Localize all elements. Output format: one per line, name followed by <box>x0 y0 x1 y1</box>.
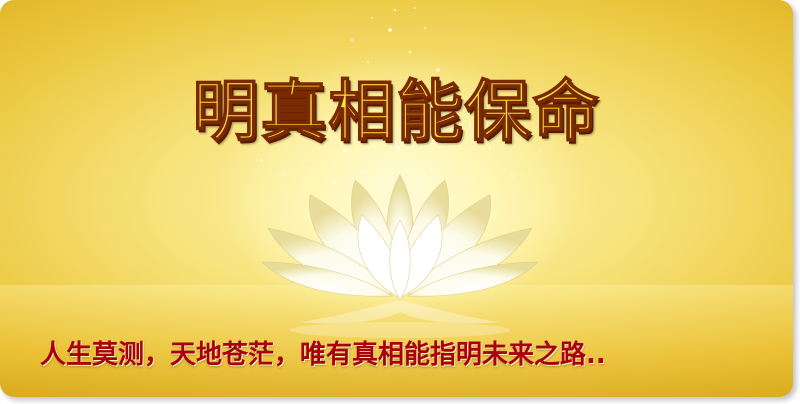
banner-subtitle: 人生莫测，天地苍茫，唯有真相能指明未来之路.. <box>40 340 606 370</box>
lotus-icon <box>230 135 570 338</box>
banner-title: 明真相能保命 <box>192 72 601 151</box>
banner: 明真相能保命 人生莫测，天地苍茫，唯有真相能指明未来之路.. <box>0 0 793 397</box>
